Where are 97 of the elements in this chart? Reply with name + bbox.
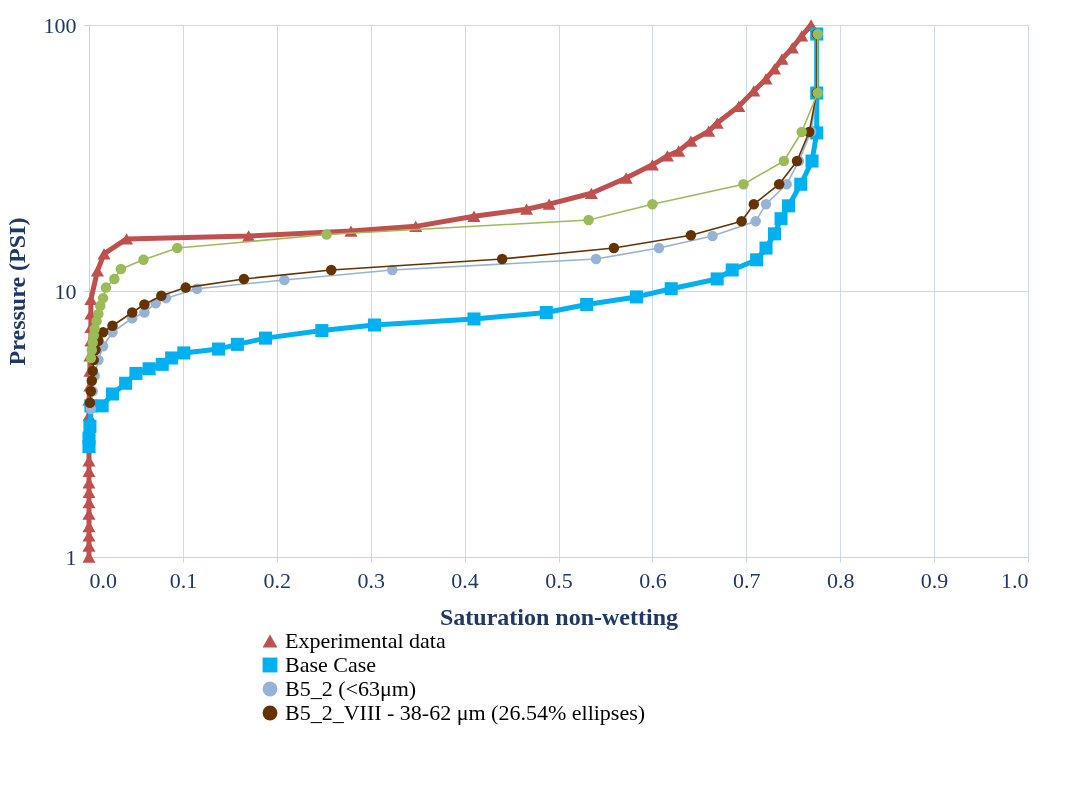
y-tick-label: 10 [54, 278, 77, 304]
point [105, 387, 119, 401]
point [629, 290, 643, 304]
x-tick-label: 1.0 [1001, 567, 1029, 593]
point [584, 187, 598, 199]
legend-label: Experimental data [285, 628, 446, 653]
point [664, 282, 678, 296]
point [736, 215, 747, 227]
point [590, 253, 602, 265]
point [142, 362, 156, 376]
point [93, 308, 104, 320]
point [315, 324, 329, 338]
point [115, 263, 127, 275]
legend-label: B5_2 (<63μm) [285, 676, 417, 701]
point [126, 307, 138, 318]
point [97, 292, 109, 304]
point [774, 212, 788, 226]
point [138, 254, 149, 266]
point [119, 376, 133, 390]
point [87, 365, 98, 377]
point [238, 273, 250, 285]
point [326, 264, 337, 276]
point [321, 229, 332, 240]
point [97, 326, 109, 338]
point [782, 199, 796, 213]
point [212, 342, 226, 356]
point [647, 198, 658, 210]
y-tick-label: 1 [65, 544, 77, 570]
point [608, 242, 620, 254]
point [760, 198, 772, 210]
point [702, 125, 716, 137]
point [710, 272, 724, 286]
point [580, 297, 594, 311]
point [794, 177, 808, 191]
point [165, 351, 179, 365]
point [750, 253, 764, 267]
point [107, 320, 118, 332]
x-tick-label: 0.0 [89, 567, 117, 593]
point [795, 30, 809, 42]
point [805, 154, 819, 168]
point [83, 419, 97, 433]
point [539, 306, 553, 320]
point [748, 198, 760, 210]
legend-label: B5_2_VIII - 38-62 μm (26.54% ellipses) [285, 700, 646, 725]
point [230, 337, 244, 351]
point [796, 126, 807, 138]
point [520, 203, 534, 215]
x-tick-label: 0.6 [639, 567, 667, 593]
point [778, 155, 790, 167]
legend-label: Base Case [285, 652, 377, 677]
point [759, 241, 773, 255]
point [645, 159, 659, 171]
point [367, 318, 381, 332]
point [156, 290, 167, 301]
x-axis-title: Saturation non-wetting [439, 603, 679, 630]
point [685, 230, 697, 241]
point [279, 274, 290, 286]
point [177, 346, 191, 360]
point [542, 198, 556, 210]
x-tick-label: 0.3 [357, 567, 385, 593]
x-tick-label: 0.9 [920, 567, 949, 593]
point [139, 299, 150, 310]
point [467, 210, 481, 222]
point [707, 230, 718, 242]
point [660, 150, 674, 162]
x-tick-label: 0.7 [733, 567, 761, 593]
point [496, 253, 508, 265]
point [653, 242, 665, 254]
point [259, 331, 273, 345]
point [672, 145, 686, 157]
point [97, 248, 111, 260]
point [100, 282, 112, 293]
point [129, 366, 143, 380]
x-tick-label: 0.2 [263, 567, 292, 593]
point [750, 215, 761, 227]
y-axis-title: Pressure (PSI) [3, 217, 30, 366]
point [109, 273, 120, 285]
x-tick-label: 0.1 [169, 567, 198, 593]
point [583, 214, 594, 226]
y-tick-label: 100 [43, 12, 77, 38]
point [90, 265, 104, 277]
point [84, 293, 98, 306]
point [467, 312, 481, 326]
point [180, 282, 191, 293]
x-tick-label: 0.8 [826, 567, 855, 593]
point [738, 178, 749, 190]
point [619, 172, 633, 184]
point [95, 399, 109, 413]
point [120, 233, 134, 245]
x-tick-label: 0.5 [545, 567, 573, 593]
point [725, 263, 739, 277]
point [773, 178, 785, 190]
point [172, 242, 183, 254]
x-tick-label: 0.4 [451, 567, 479, 593]
point [767, 227, 781, 241]
point [775, 53, 789, 65]
point [86, 375, 98, 386]
